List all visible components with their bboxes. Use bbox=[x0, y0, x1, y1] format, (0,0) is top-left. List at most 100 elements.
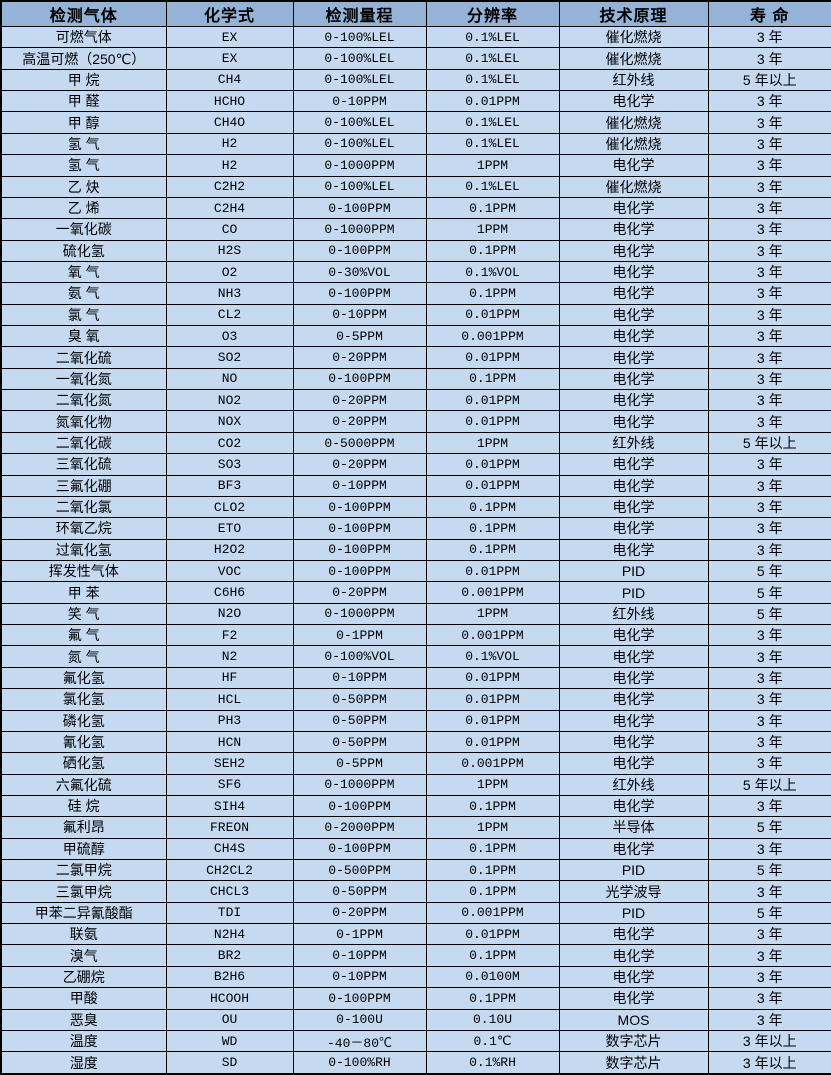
cell-resolution: 1PPM bbox=[425, 218, 560, 241]
cell-gas-name: 甲 烷 bbox=[0, 68, 167, 92]
cell-formula: C6H6 bbox=[165, 581, 294, 604]
cell-lifespan: 5 年 bbox=[707, 816, 831, 839]
table-row: 氟利昂 FREON 0-2000PPM 1PPM 半导体 5 年 bbox=[0, 816, 831, 839]
cell-resolution: 0.0100M bbox=[425, 965, 560, 989]
cell-range: 0-1000PPM bbox=[292, 602, 427, 626]
cell-gas-name: 可燃气体 bbox=[0, 25, 167, 49]
table-row: 磷化氢 PH3 0-50PPM 0.01PPM 电化学 3 年 bbox=[0, 709, 831, 732]
cell-lifespan: 5 年 bbox=[707, 581, 831, 604]
cell-range: 0-20PPM bbox=[292, 389, 427, 412]
cell-formula: CH2CL2 bbox=[165, 859, 294, 882]
cell-gas-name: 硅 烷 bbox=[0, 794, 167, 818]
cell-principle: 电化学 bbox=[558, 538, 709, 561]
cell-lifespan: 3 年 bbox=[707, 303, 831, 327]
cell-formula: H2 bbox=[165, 154, 294, 177]
table-row: 恶臭 OU 0-100U 0.10U MOS 3 年 bbox=[0, 1008, 831, 1031]
cell-lifespan: 3 年 bbox=[707, 538, 831, 561]
cell-formula: B2H6 bbox=[165, 965, 294, 989]
cell-principle: PID bbox=[558, 859, 709, 882]
cell-formula: PH3 bbox=[165, 709, 294, 732]
cell-gas-name: 甲 醛 bbox=[0, 90, 167, 113]
cell-lifespan: 5 年以上 bbox=[707, 68, 831, 92]
cell-lifespan: 3 年 bbox=[707, 325, 831, 348]
cell-range: 0-100PPM bbox=[292, 495, 427, 519]
cell-principle: PID bbox=[558, 559, 709, 583]
cell-principle: 电化学 bbox=[558, 410, 709, 433]
cell-formula: BF3 bbox=[165, 474, 294, 497]
cell-formula: O2 bbox=[165, 260, 294, 284]
cell-range: 0-20PPM bbox=[292, 581, 427, 604]
cell-principle: 红外线 bbox=[558, 602, 709, 626]
cell-resolution: 0.01PPM bbox=[425, 923, 560, 946]
cell-range: 0-100%LEL bbox=[292, 68, 427, 92]
table-row: 高温可燃（250℃） EX 0-100%LEL 0.1%LEL 催化燃烧 3 年 bbox=[0, 47, 831, 70]
cell-lifespan: 5 年 bbox=[707, 602, 831, 626]
cell-lifespan: 3 年 bbox=[707, 282, 831, 305]
cell-formula: HCHO bbox=[165, 90, 294, 113]
cell-gas-name: 笑 气 bbox=[0, 602, 167, 626]
column-header-formula: 化学式 bbox=[165, 0, 294, 27]
cell-principle: 红外线 bbox=[558, 431, 709, 455]
cell-principle: 电化学 bbox=[558, 624, 709, 647]
cell-principle: 数字芯片 bbox=[558, 1029, 709, 1053]
cell-resolution: 0.1PPM bbox=[425, 367, 560, 391]
cell-formula: SIH4 bbox=[165, 794, 294, 818]
cell-range: 0-100%LEL bbox=[292, 111, 427, 134]
cell-gas-name: 乙 炔 bbox=[0, 175, 167, 198]
cell-resolution: 0.1℃ bbox=[425, 1029, 560, 1053]
cell-resolution: 0.01PPM bbox=[425, 346, 560, 369]
cell-range: -40－80℃ bbox=[292, 1029, 427, 1053]
table-row: 二氯甲烷 CH2CL2 0-500PPM 0.1PPM PID 5 年 bbox=[0, 859, 831, 882]
cell-lifespan: 3 年 bbox=[707, 367, 831, 391]
cell-resolution: 0.01PPM bbox=[425, 666, 560, 690]
cell-gas-name: 乙硼烷 bbox=[0, 965, 167, 989]
cell-resolution: 0.1%LEL bbox=[425, 25, 560, 49]
cell-lifespan: 3 年 bbox=[707, 730, 831, 754]
cell-resolution: 1PPM bbox=[425, 431, 560, 455]
cell-formula: H2O2 bbox=[165, 538, 294, 561]
cell-range: 0-20PPM bbox=[292, 901, 427, 925]
cell-lifespan: 3 年 bbox=[707, 923, 831, 946]
cell-gas-name: 甲硫醇 bbox=[0, 837, 167, 861]
cell-principle: 电化学 bbox=[558, 325, 709, 348]
cell-resolution: 0.1%VOL bbox=[425, 260, 560, 284]
cell-resolution: 0.1%LEL bbox=[425, 111, 560, 134]
cell-gas-name: 氟 气 bbox=[0, 624, 167, 647]
cell-range: 0-100PPM bbox=[292, 239, 427, 262]
cell-lifespan: 3 年 bbox=[707, 218, 831, 241]
cell-resolution: 0.1PPM bbox=[425, 880, 560, 903]
cell-gas-name: 氢 气 bbox=[0, 154, 167, 177]
cell-lifespan: 3 年 bbox=[707, 47, 831, 70]
cell-range: 0-100%RH bbox=[292, 1051, 427, 1075]
header-row: 检测气体 化学式 检测量程 分辨率 技术原理寿 命 bbox=[0, 0, 831, 27]
cell-lifespan: 3 年 bbox=[707, 154, 831, 177]
cell-resolution: 0.001PPM bbox=[425, 901, 560, 925]
cell-principle: 电化学 bbox=[558, 453, 709, 476]
cell-range: 0-100%LEL bbox=[292, 132, 427, 156]
table-row: 氮氧化物 NOX 0-20PPM 0.01PPM 电化学 3 年 bbox=[0, 410, 831, 433]
table-row: 二氧化碳 CO2 0-5000PPM 1PPM 红外线 5 年以上 bbox=[0, 431, 831, 455]
cell-formula: CH4S bbox=[165, 837, 294, 861]
cell-formula: HCOOH bbox=[165, 987, 294, 1010]
cell-formula: C2H4 bbox=[165, 196, 294, 220]
cell-principle: 电化学 bbox=[558, 218, 709, 241]
cell-resolution: 0.01PPM bbox=[425, 559, 560, 583]
cell-range: 0-2000PPM bbox=[292, 816, 427, 839]
table-row: 甲苯二异氰酸酯 TDI 0-20PPM 0.001PPM PID 5 年 bbox=[0, 901, 831, 925]
cell-lifespan: 3 年 bbox=[707, 944, 831, 967]
cell-gas-name: 氰化氢 bbox=[0, 730, 167, 754]
cell-principle: 电化学 bbox=[558, 965, 709, 989]
cell-lifespan: 3 年 bbox=[707, 645, 831, 668]
cell-principle: 催化燃烧 bbox=[558, 111, 709, 134]
cell-gas-name: 氟化氢 bbox=[0, 666, 167, 690]
cell-formula: HCN bbox=[165, 730, 294, 754]
cell-formula: CHCL3 bbox=[165, 880, 294, 903]
cell-principle: 电化学 bbox=[558, 730, 709, 754]
table-row: 可燃气体 EX 0-100%LEL 0.1%LEL 催化燃烧 3 年 bbox=[0, 25, 831, 49]
cell-resolution: 0.01PPM bbox=[425, 410, 560, 433]
cell-formula: VOC bbox=[165, 559, 294, 583]
cell-range: 0-20PPM bbox=[292, 346, 427, 369]
cell-resolution: 0.001PPM bbox=[425, 752, 560, 775]
cell-lifespan: 5 年以上 bbox=[707, 431, 831, 455]
cell-formula: SO3 bbox=[165, 453, 294, 476]
